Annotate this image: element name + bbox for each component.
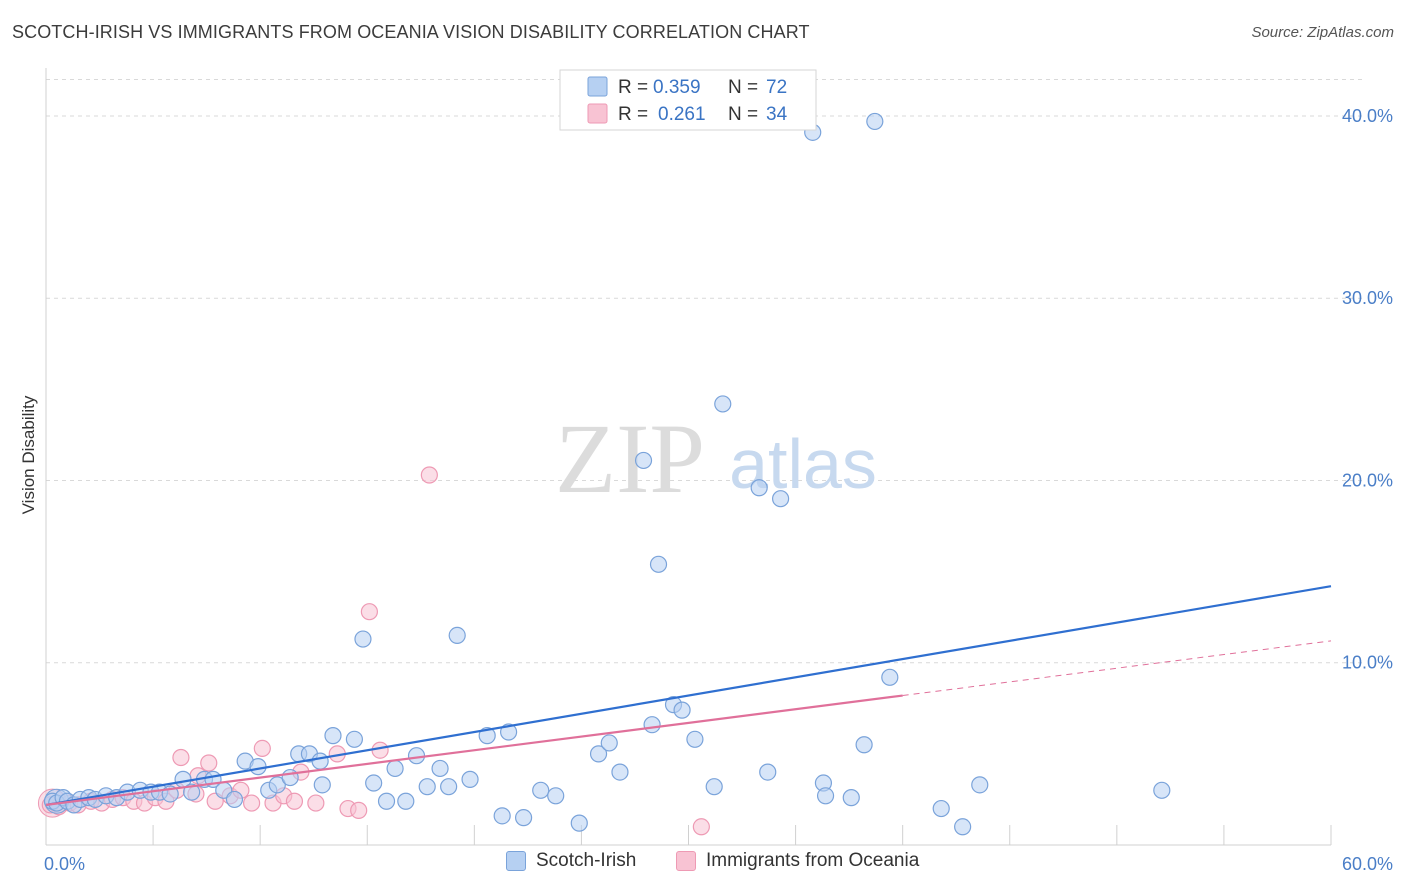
bottom-legend-swatch-scotch-irish xyxy=(506,851,526,871)
data-point-scotch-irish xyxy=(750,479,768,497)
legend-r-label-1: R = xyxy=(618,77,648,98)
data-point-scotch-irish xyxy=(225,790,244,809)
data-point-oceania xyxy=(285,792,304,810)
data-point-scotch-irish xyxy=(547,787,565,805)
watermark-atlas: atlas xyxy=(729,425,877,503)
data-point-scotch-irish xyxy=(478,727,496,745)
data-point-scotch-irish xyxy=(705,778,723,796)
data-point-scotch-irish xyxy=(532,781,550,799)
data-point-oceania xyxy=(200,754,218,772)
legend-n-label-1: N = xyxy=(728,77,758,98)
data-point-scotch-irish xyxy=(324,727,342,745)
y-tick-label: 20.0% xyxy=(1342,470,1393,490)
y-tick-label: 40.0% xyxy=(1342,106,1393,126)
data-point-scotch-irish xyxy=(686,730,704,748)
data-point-oceania xyxy=(350,801,368,819)
bottom-legend-item-oceania: Immigrants from Oceania xyxy=(676,850,919,872)
trend-line-scotch-irish xyxy=(45,585,1332,806)
data-point-scotch-irish xyxy=(600,734,618,752)
legend-n-value-1: 72 xyxy=(766,77,787,98)
data-point-scotch-irish xyxy=(881,668,899,686)
data-point-scotch-irish xyxy=(842,789,860,807)
data-point-scotch-irish xyxy=(268,776,286,794)
trend-lines xyxy=(45,585,1332,806)
data-point-oceania xyxy=(360,603,378,621)
watermark: ZIP atlas xyxy=(555,403,877,514)
x-tick-label: 60.0% xyxy=(1342,854,1393,874)
legend-swatch-oceania xyxy=(587,103,608,124)
y-tick-label: 30.0% xyxy=(1342,288,1393,308)
bottom-legend: Scotch-Irish Immigrants from Oceania xyxy=(0,850,1406,880)
legend: R = 0.359 N = 72 R = 0.261 N = 34 xyxy=(559,69,817,131)
legend-n-label-2: N = xyxy=(728,104,758,125)
source-credit: Source: ZipAtlas.com xyxy=(1251,24,1394,41)
data-point-oceania xyxy=(692,818,710,836)
data-point-scotch-irish xyxy=(855,736,873,754)
data-point-scotch-irish xyxy=(183,783,201,801)
watermark-zip: ZIP xyxy=(555,403,705,514)
bottom-legend-swatch-oceania xyxy=(676,851,696,871)
data-point-scotch-irish xyxy=(311,752,329,770)
bottom-legend-item-scotch-irish: Scotch-Irish xyxy=(506,850,636,872)
data-point-scotch-irish xyxy=(493,807,511,825)
legend-r-value-1: 0.359 xyxy=(653,77,701,98)
data-point-scotch-irish xyxy=(771,490,790,508)
data-point-scotch-irish xyxy=(954,818,972,836)
data-point-oceania xyxy=(371,741,389,759)
legend-r-value-2: 0.261 xyxy=(658,104,706,125)
y-axis-label: Vision Disability xyxy=(19,395,38,514)
data-point-scotch-irish xyxy=(866,112,884,131)
data-point-scotch-irish xyxy=(440,778,458,796)
data-point-scotch-irish xyxy=(249,758,267,776)
data-point-scotch-irish xyxy=(611,763,629,781)
legend-swatch-scotch-irish xyxy=(587,76,608,97)
data-point-scotch-irish xyxy=(500,723,518,741)
trend-line-oceania-extension xyxy=(902,640,1332,697)
y-tick-label: 10.0% xyxy=(1342,653,1393,673)
data-point-scotch-irish xyxy=(589,745,608,763)
data-point-scotch-irish xyxy=(418,778,436,796)
data-point-oceania xyxy=(172,748,190,767)
legend-r-label-2: R = xyxy=(618,104,648,125)
data-point-scotch-irish xyxy=(365,774,383,792)
data-point-scotch-irish xyxy=(345,730,363,748)
data-point-scotch-irish xyxy=(932,799,950,818)
data-point-scotch-irish xyxy=(377,792,396,810)
data-point-oceania xyxy=(307,794,325,812)
data-point-scotch-irish xyxy=(514,809,533,827)
data-point-oceania xyxy=(253,739,271,758)
data-point-scotch-irish xyxy=(759,763,777,781)
data-point-scotch-irish xyxy=(649,555,668,573)
data-point-scotch-irish xyxy=(431,759,449,778)
data-point-scotch-irish xyxy=(643,716,661,734)
data-point-scotch-irish xyxy=(816,787,835,805)
data-point-scotch-irish xyxy=(448,626,466,644)
data-point-scotch-irish xyxy=(1153,781,1171,799)
data-point-oceania xyxy=(243,794,261,812)
data-point-scotch-irish xyxy=(407,747,426,765)
data-point-scotch-irish xyxy=(570,814,588,832)
x-tick-label: 0.0% xyxy=(44,854,85,874)
data-point-scotch-irish xyxy=(634,451,653,470)
axes: 10.0% 20.0% 30.0% 40.0% 0.0% 60.0% xyxy=(44,68,1393,874)
data-point-scotch-irish xyxy=(354,630,372,648)
trend-line-oceania xyxy=(45,694,903,806)
data-point-scotch-irish xyxy=(386,759,404,778)
data-point-oceania xyxy=(420,466,438,484)
bottom-legend-label-scotch-irish: Scotch-Irish xyxy=(536,850,637,871)
legend-n-value-2: 34 xyxy=(766,104,788,125)
data-point-scotch-irish xyxy=(971,776,989,794)
data-point-scotch-irish xyxy=(397,792,415,810)
data-point-scotch-irish xyxy=(313,776,331,794)
data-point-scotch-irish xyxy=(714,395,732,413)
grid xyxy=(46,79,1366,664)
chart-title: SCOTCH-IRISH VS IMMIGRANTS FROM OCEANIA … xyxy=(12,22,810,42)
data-point-scotch-irish xyxy=(461,770,479,788)
data-point-scotch-irish xyxy=(673,701,691,719)
bottom-legend-label-oceania: Immigrants from Oceania xyxy=(706,850,920,871)
